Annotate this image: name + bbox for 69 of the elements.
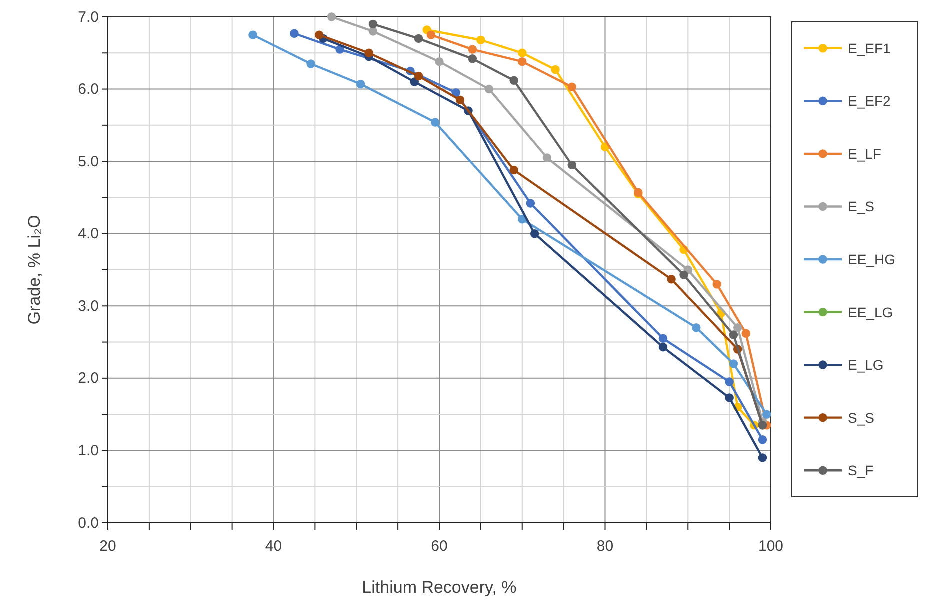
point [510,166,518,175]
y-tick-label: 2.0 [78,370,99,388]
legend-label: E_EF2 [848,93,892,110]
x-tick-label: 80 [596,538,614,555]
point [658,342,668,352]
point [518,57,527,66]
point [530,229,540,238]
point [476,36,486,44]
point [712,280,722,289]
legend-label: E_LF [848,146,882,162]
point [692,323,701,332]
point [758,436,768,444]
legend-label: EE_HG [848,252,896,268]
x-tick-label: 100 [758,538,784,555]
point [667,275,676,284]
point [733,323,742,332]
point [356,80,366,89]
point [364,48,374,58]
y-tick-label: 7.0 [78,8,99,26]
y-tick-label: 5.0 [78,153,99,170]
point [306,60,316,68]
y-tick-label: 6.0 [78,81,99,98]
point [729,360,738,368]
point [551,65,560,74]
legend-label: E_EF1 [848,40,892,56]
point [430,118,440,127]
legend-label: EE_LG [848,304,894,320]
point [290,29,299,38]
point [426,30,436,40]
point [680,270,688,280]
y-axis-title: Grade, % Li₂O [25,215,44,325]
point [468,54,478,64]
point [368,27,378,36]
point [542,154,552,162]
point [410,78,420,86]
point [725,394,734,402]
point [568,82,576,92]
legend-label: E_LG [848,357,884,374]
y-tick-label: 4.0 [78,226,99,243]
point [484,84,494,94]
x-axis-title: Lithium Recovery, % [362,578,517,597]
point [758,454,768,462]
x-tick-label: 20 [100,538,116,555]
x-tick-label: 40 [265,538,282,555]
point [314,30,324,40]
legend-label: S_F [848,462,874,479]
x-tick-label: 60 [431,538,448,555]
point [456,96,465,104]
point [725,378,734,386]
point [568,160,576,170]
y-tick-label: 3.0 [78,298,99,315]
point [518,48,527,58]
legend-label: S_S [848,410,874,426]
point [510,76,518,85]
point [368,20,378,29]
point [414,72,424,81]
point [742,329,751,338]
point [435,57,444,66]
point [762,410,772,419]
y-tick-label: 1.0 [78,442,99,460]
point [729,330,738,340]
point [414,34,424,44]
point [468,45,478,54]
point [526,199,536,208]
y-tick-label: 0.0 [78,514,99,532]
legend-label: E_S [848,198,874,215]
point [658,334,668,344]
point [248,30,258,40]
point [327,12,336,22]
